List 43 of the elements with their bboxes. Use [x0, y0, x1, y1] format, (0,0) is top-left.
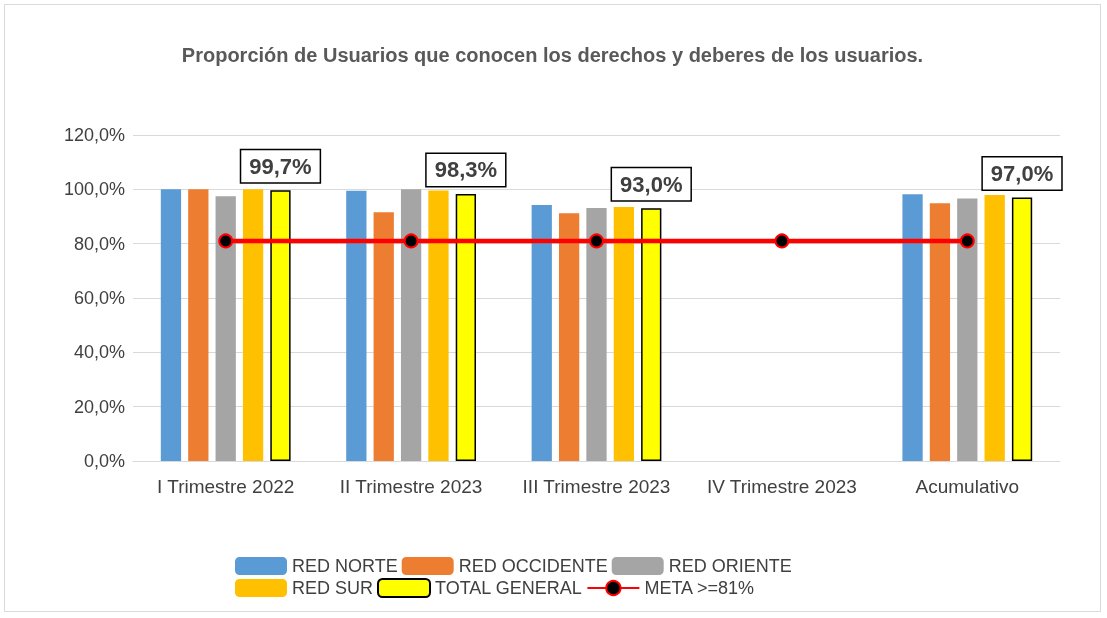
bar	[188, 189, 209, 461]
bar	[400, 189, 422, 461]
legend-label: TOTAL GENERAL	[435, 578, 582, 598]
bar	[373, 212, 394, 461]
bar	[346, 190, 367, 461]
bar	[160, 189, 182, 461]
bar	[613, 206, 635, 461]
y-tick-label: 100,0%	[63, 179, 125, 200]
bar	[558, 213, 580, 461]
legend-label: RED NORTE	[292, 556, 398, 576]
y-tick-label: 80,0%	[73, 233, 125, 254]
bar	[586, 208, 607, 461]
bar	[455, 193, 476, 461]
x-tick-label: III Trimestre 2023	[522, 476, 671, 497]
legend-label: META >=81%	[644, 578, 755, 598]
bar	[270, 190, 291, 461]
y-tick-label: 40,0%	[73, 342, 125, 363]
bar	[957, 198, 978, 461]
legend-label: RED SUR	[292, 578, 374, 598]
bar	[902, 194, 923, 461]
bar	[215, 196, 236, 461]
bar	[984, 195, 1005, 461]
data-label: 99,7%	[249, 153, 312, 179]
data-label: 93,0%	[620, 171, 683, 197]
bar	[531, 205, 552, 461]
y-tick-label: 60,0%	[73, 288, 125, 308]
legend-label: RED ORIENTE	[668, 556, 792, 576]
y-tick-label: 0,0%	[83, 451, 125, 471]
bar	[641, 208, 662, 461]
x-tick-label: Acumulativo	[915, 476, 1020, 497]
data-label: 98,3%	[434, 157, 498, 183]
y-tick-label: 120,0%	[63, 125, 125, 145]
chart-title: Proporción de Usuarios que conocen los derechos y deberes de los usuarios.	[181, 44, 924, 66]
legend-label: RED OCCIDENTE	[458, 556, 608, 576]
bar	[929, 203, 951, 461]
x-tick-label: I Trimestre 2022	[157, 476, 295, 497]
x-tick-label: IV Trimestre 2023	[706, 476, 857, 497]
bar	[242, 189, 264, 461]
x-tick-label: II Trimestre 2023	[339, 476, 483, 497]
y-tick-label: 20,0%	[73, 396, 125, 417]
bar	[1011, 197, 1033, 461]
data-label: 97,0%	[990, 160, 1054, 186]
bar	[428, 190, 449, 461]
